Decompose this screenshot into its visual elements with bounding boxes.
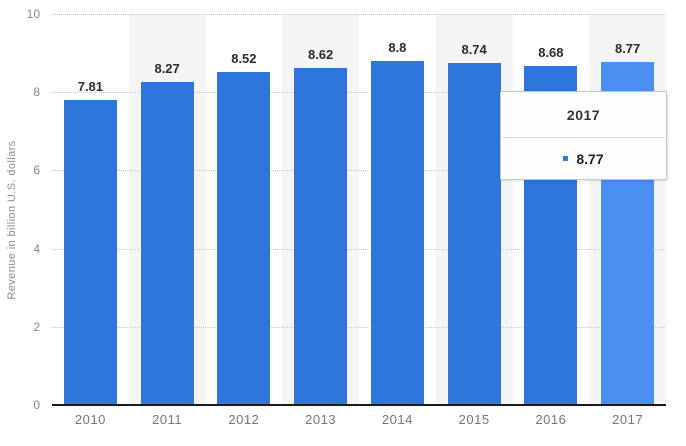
plot-area: 7.81 8.27 8.52 8.62 8.8 8.74 8.68 8.77 xyxy=(52,14,666,405)
x-tick-label-2010: 2010 xyxy=(74,412,106,427)
x-tick-label-2015: 2015 xyxy=(458,412,490,427)
gridline-2 xyxy=(52,326,666,328)
bar-value-label-2014: 8.8 xyxy=(388,39,407,55)
tooltip-divider xyxy=(502,137,665,138)
y-tick-label-0: 0 xyxy=(33,398,40,412)
y-tick-label-6: 6 xyxy=(33,163,40,178)
bar-value-label-2012: 8.52 xyxy=(231,50,257,66)
bar-value-label-2017: 8.77 xyxy=(614,41,641,57)
bar-value-label-2015: 8.74 xyxy=(461,42,487,58)
y-axis-title: Revenue in billion U.S. dollars xyxy=(6,140,18,300)
y-tick-label-4: 4 xyxy=(33,241,40,256)
x-tick-label-2016: 2016 xyxy=(535,412,567,427)
y-tick-label-10: 10 xyxy=(26,7,40,21)
x-tick-label-2017: 2017 xyxy=(612,412,644,427)
tooltip-value: 8.77 xyxy=(576,150,604,167)
y-tick-label-8: 8 xyxy=(33,85,40,100)
bar-2014[interactable] xyxy=(370,60,424,405)
bar-2013[interactable] xyxy=(294,67,348,405)
tooltip-title: 2017 xyxy=(566,106,601,123)
y-tick-label-2: 2 xyxy=(33,319,40,334)
x-tick-label-2011: 2011 xyxy=(152,412,183,427)
bar-2010[interactable] xyxy=(63,99,117,405)
gridline-8 xyxy=(52,92,666,94)
gridline-4 xyxy=(52,248,666,250)
x-tick-label-2012: 2012 xyxy=(228,412,260,427)
bar-value-label-2011: 8.27 xyxy=(154,60,180,76)
bar-2015[interactable] xyxy=(447,63,501,405)
bar-value-label-2013: 8.62 xyxy=(307,46,334,62)
bar-2012[interactable] xyxy=(217,71,271,405)
bar-value-label-2010: 7.81 xyxy=(77,78,104,94)
gridline-10 xyxy=(52,14,666,15)
bar-2011[interactable] xyxy=(140,81,194,405)
x-tick-label-2014: 2014 xyxy=(381,412,413,427)
x-tick-label-2013: 2013 xyxy=(305,412,337,427)
gridline-6 xyxy=(52,170,666,172)
bar-value-label-2016: 8.68 xyxy=(538,44,564,60)
tooltip-row: 8.77 xyxy=(501,138,666,179)
chart-tooltip: 2017 8.77 xyxy=(500,91,667,180)
series-marker-icon xyxy=(563,156,569,161)
x-axis-line xyxy=(52,404,666,406)
